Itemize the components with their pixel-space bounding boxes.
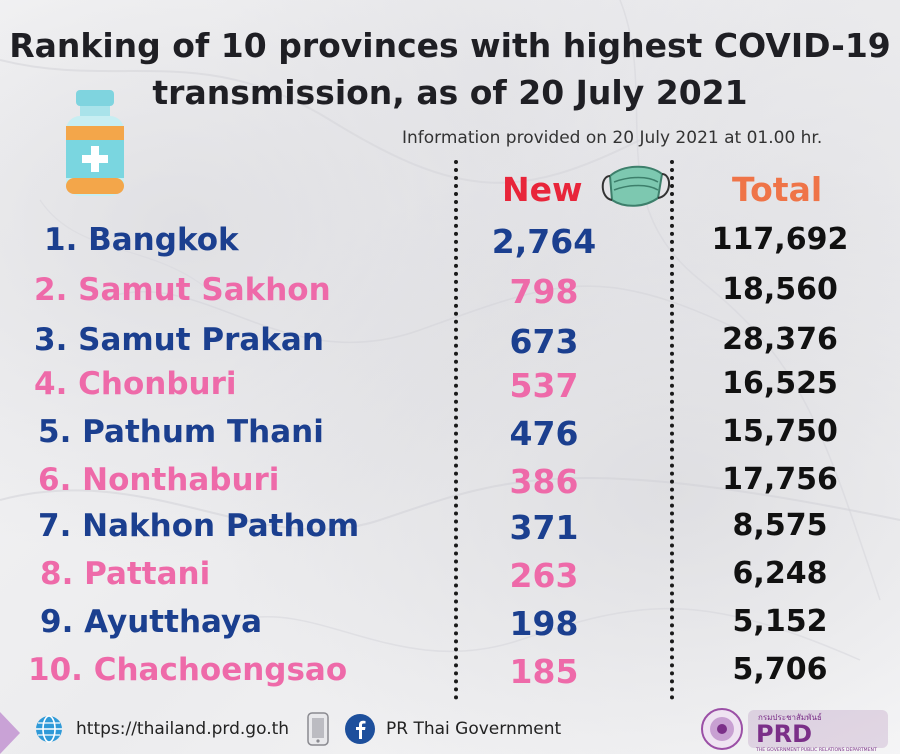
new-cases: 798 [509,272,579,311]
website-link[interactable]: https://thailand.prd.go.th [76,719,290,739]
footer-corner-decoration [0,712,20,754]
divider-right [670,160,674,700]
globe-icon [36,715,62,743]
logo-tagline: THE GOVERNMENT PUBLIC RELATIONS DEPARTME… [755,747,877,753]
new-cases: 185 [509,652,579,691]
new-cases: 537 [509,366,579,405]
province-name: 8. Pattani [40,556,211,592]
new-cases: 476 [509,414,579,453]
logo-thai-text: กรมประชาสัมพันธ์ [758,712,822,722]
total-cases: 117,692 [711,222,849,257]
total-cases: 6,248 [732,556,828,591]
new-header: New [502,170,583,209]
new-cases: 371 [509,508,579,547]
footer: https://thailand.prd.go.th PR Thai Gover… [0,700,900,754]
medicine-bottle-icon [66,90,124,196]
total-cases: 16,525 [722,366,838,401]
total-cases: 18,560 [722,272,838,307]
province-name: 10. Chachoengsao [28,652,348,688]
page-title: Ranking of 10 provinces with highest COV… [0,22,900,116]
logo-text: PRD [756,720,812,748]
new-cases: 2,764 [491,222,597,261]
province-name: 6. Nonthaburi [38,462,280,498]
province-name: 9. Ayutthaya [40,604,263,640]
prd-logo: กรมประชาสัมพันธ์ PRD THE GOVERNMENT PUBL… [701,708,888,753]
new-cases: 263 [509,556,579,595]
total-cases: 28,376 [722,322,838,357]
new-cases: 386 [509,462,579,501]
facebook-page-label[interactable]: PR Thai Government [386,719,562,739]
new-cases: 673 [509,322,579,361]
new-cases: 198 [509,604,579,643]
total-cases: 15,750 [722,414,838,449]
facebook-icon[interactable] [344,713,376,745]
table-row: 10. Chachoengsao 185 5,706 [0,652,900,698]
table-row: 3. Samut Prakan 673 28,376 [0,322,900,368]
total-cases: 17,756 [722,462,838,497]
title-line-2: transmission, as of 20 July 2021 [152,73,748,112]
mobile-icon [307,712,329,746]
table-row: 2. Samut Sakhon 798 18,560 [0,272,900,318]
province-name: 5. Pathum Thani [38,414,324,450]
table-row: 1. Bangkok 2,764 117,692 [0,222,900,268]
table-row: 6. Nonthaburi 386 17,756 [0,462,900,508]
table-row: 9. Ayutthaya 198 5,152 [0,604,900,650]
divider-left [454,160,458,700]
province-name: 3. Samut Prakan [34,322,324,358]
province-name: 4. Chonburi [34,366,237,402]
title-line-1: Ranking of 10 provinces with highest COV… [9,26,891,65]
total-cases: 5,706 [732,652,828,687]
table-row: 7. Nakhon Pathom 371 8,575 [0,508,900,554]
total-header: Total [732,170,823,209]
province-name: 1. Bangkok [44,222,239,258]
table-row: 4. Chonburi 537 16,525 [0,366,900,412]
total-cases: 8,575 [732,508,828,543]
table-row: 8. Pattani 263 6,248 [0,556,900,602]
province-name: 7. Nakhon Pathom [38,508,360,544]
table-row: 5. Pathum Thani 476 15,750 [0,414,900,460]
info-note: Information provided on 20 July 2021 at … [402,128,823,148]
face-mask-icon [601,165,670,207]
total-cases: 5,152 [732,604,828,639]
province-name: 2. Samut Sakhon [34,272,331,308]
